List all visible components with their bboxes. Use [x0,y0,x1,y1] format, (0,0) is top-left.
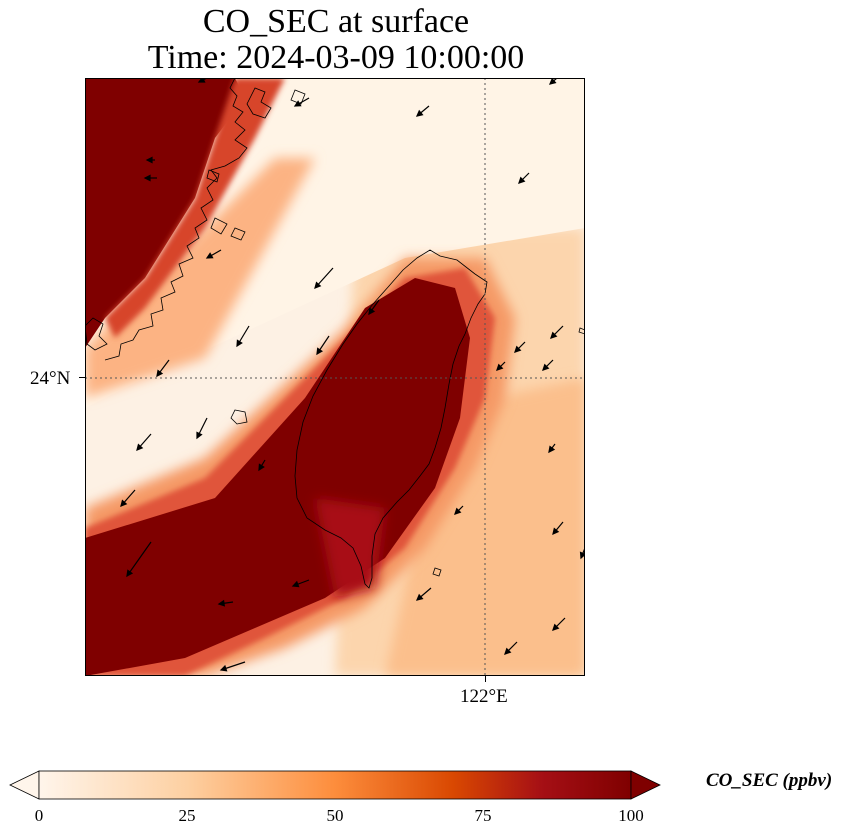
colorbar-tick-0: 0 [34,806,44,825]
wind-arrowhead [316,347,323,356]
wind-arrowhead [156,369,164,378]
colorbar-under-extension [9,770,40,800]
wind-arrowhead [368,307,376,316]
wind-arrowhead [197,78,206,83]
map-panel [85,78,585,676]
colorbar-tick-75: 75 [474,806,492,825]
wind-arrowhead [552,623,560,631]
wind-arrowhead [415,593,424,601]
wind-arrowhead [552,527,560,536]
lat-tick-label: 24°N [30,368,71,389]
wind-arrowhead [293,100,302,107]
wind-arrowhead [542,363,550,371]
colorbar-title: CO_SEC (ppbv) [706,770,833,791]
map-title-line1: CO_SEC at surface [202,3,470,40]
wind-arrowhead [205,252,214,259]
wind-arrowhead [196,431,203,440]
wind-arrowhead [548,78,557,85]
wind-arrowhead [145,156,153,164]
map-canvas [85,78,585,676]
wind-arrowhead [454,507,462,515]
colorbar-tick-25: 25 [178,806,196,825]
wind-arrowhead [219,664,228,672]
colorbar [8,770,664,800]
wind-arrowhead [236,339,243,348]
gridlines [85,78,585,676]
lon-tick-mark [485,676,486,682]
wind-arrowhead [415,109,424,117]
wind-arrowhead [217,599,226,607]
concentration-field [85,78,585,676]
colorbar-over-extension [630,770,661,800]
wind-arrowhead [514,345,522,353]
colorbar-gradient [38,770,632,800]
wind-arrowhead [120,499,128,508]
wind-arrowhead [143,174,151,182]
wind-arrow [126,541,152,577]
coastlines [85,78,585,589]
wind-arrowhead [136,443,144,452]
wind-arrowhead [291,580,300,588]
wind-arrowhead [314,281,322,289]
colorbar-tick-50: 50 [326,806,344,825]
wind-arrowhead [518,176,526,184]
colorbar-svg [9,770,661,800]
lon-tick-label: 122°E [460,686,508,707]
wind-arrowhead [126,569,134,578]
wind-arrowhead [496,363,504,371]
colorbar-tick-100: 100 [618,806,644,825]
wind-arrowhead [504,647,512,655]
wind-arrowhead [550,331,558,339]
map-title-line2: Time: 2024-03-09 10:00:00 [147,39,525,76]
wind-arrowhead [548,445,556,454]
wind-arrowhead [258,463,265,472]
wind-arrowhead [579,551,585,560]
lat-tick-mark [79,377,85,378]
